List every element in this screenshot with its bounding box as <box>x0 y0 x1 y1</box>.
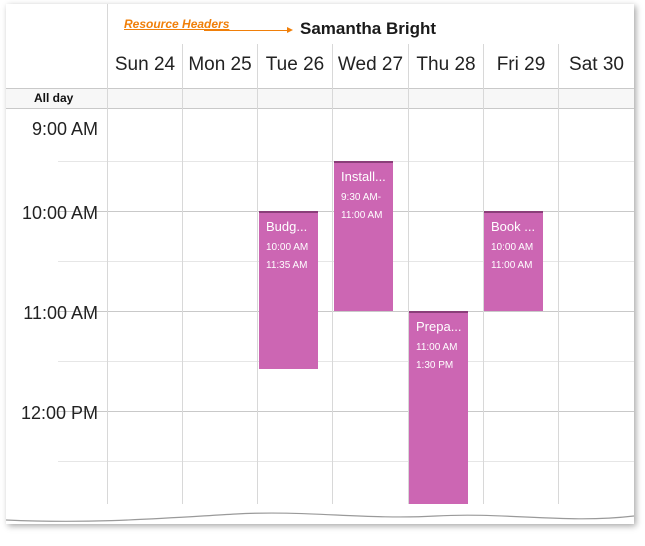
day-header-thu[interactable]: Thu 28 <box>416 54 476 75</box>
callout-arrowhead-icon <box>287 27 293 33</box>
appointment-start: 10:00 AM <box>266 242 309 253</box>
appointment-prepare[interactable]: Prepa... 11:00 AM 1:30 PM <box>409 311 468 504</box>
day-divider <box>483 44 484 504</box>
appointment-start: 9:30 AM- <box>341 192 382 203</box>
appointment-start: 10:00 AM <box>491 242 534 253</box>
appointment-title: Budg... <box>266 219 308 234</box>
appointment-end: 11:00 AM <box>341 210 383 221</box>
scheduler-view: Resource Headers Samantha Bright All day… <box>6 4 634 524</box>
appointment-title: Prepa... <box>416 319 462 334</box>
appointment-book[interactable]: Book ... 10:00 AM 11:00 AM <box>484 211 543 311</box>
callout-arrow <box>204 30 289 31</box>
time-label: 11:00 AM <box>23 303 98 323</box>
half-hour-line <box>58 361 634 362</box>
day-divider <box>182 44 183 504</box>
day-header-sun[interactable]: Sun 24 <box>114 54 176 75</box>
time-label: 12:00 PM <box>20 403 98 423</box>
resource-headers-callout: Resource Headers <box>124 17 230 31</box>
appointment-install[interactable]: Install... 9:30 AM- 11:00 AM <box>334 161 393 311</box>
allday-label: All day <box>34 91 74 105</box>
appointment-end: 1:30 PM <box>416 360 454 371</box>
resource-header[interactable]: Samantha Bright <box>300 19 437 38</box>
day-divider <box>332 44 333 504</box>
appointment-budget[interactable]: Budg... 10:00 AM 11:35 AM <box>259 211 318 369</box>
appointment-start: 11:00 AM <box>416 342 458 353</box>
day-divider <box>257 44 258 504</box>
hour-line <box>58 411 634 412</box>
appointment-title: Book ... <box>491 219 536 234</box>
day-header-sat[interactable]: Sat 30 <box>569 54 624 75</box>
hour-line <box>58 311 634 312</box>
day-divider <box>558 44 559 504</box>
time-label: 9:00 AM <box>31 119 98 139</box>
appointment-end: 11:00 AM <box>491 260 533 271</box>
appointment-title: Install... <box>341 169 386 184</box>
torn-edge-decoration <box>6 504 634 522</box>
header-divider <box>6 88 634 89</box>
allday-row[interactable] <box>6 88 634 108</box>
time-ruler-divider <box>107 4 108 504</box>
day-header-fri[interactable]: Fri 29 <box>496 54 546 75</box>
allday-divider <box>6 108 634 109</box>
half-hour-line <box>58 461 634 462</box>
day-header-wed[interactable]: Wed 27 <box>337 54 404 75</box>
day-header-tue[interactable]: Tue 26 <box>265 54 325 75</box>
day-header-mon[interactable]: Mon 25 <box>188 54 252 75</box>
appointment-end: 11:35 AM <box>266 260 308 271</box>
time-label: 10:00 AM <box>21 203 98 223</box>
day-divider <box>408 44 409 504</box>
